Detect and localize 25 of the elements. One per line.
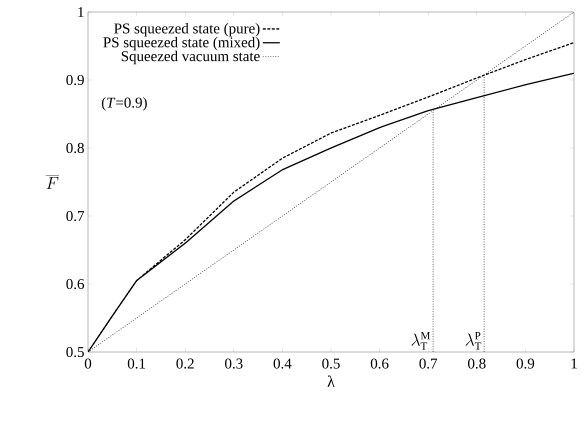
annotation: $\lambda_{\mathrm{T}}^{\mathrm{P}}$ — [466, 332, 482, 350]
x-tick-label: 0.3 — [225, 358, 243, 369]
legend-label: PS squeezed state (mixed) — [103, 36, 260, 50]
annotation: $\lambda_{\mathrm{T}}^{\mathrm{M}}$ — [412, 332, 430, 350]
annotation: (T=0.9) — [102, 97, 147, 111]
x-tick-label: 0.4 — [274, 358, 292, 369]
y-tick-label: 0.9 — [66, 74, 84, 86]
y-tick-label: 0.8 — [66, 142, 84, 154]
y-tick-label: 0.7 — [66, 210, 84, 222]
x-tick-label: 0.1 — [128, 358, 146, 369]
x-tick-label: 0.7 — [419, 358, 438, 369]
y-tick-label: 0.5 — [66, 346, 84, 358]
x-tick-label: 0.2 — [176, 358, 194, 369]
x-tick-label: 0 — [84, 358, 92, 369]
y-tick-label: 0.6 — [66, 278, 84, 290]
x-axis-title: λ — [328, 376, 335, 387]
x-tick-label: 0.9 — [516, 358, 534, 369]
y-tick-label: 1 — [78, 7, 84, 17]
x-tick-label: 0.6 — [370, 358, 388, 369]
x-tick-label: 0.8 — [468, 358, 486, 369]
x-tick-label: 1 — [572, 358, 577, 368]
legend-label: PS squeezed state (pure) — [114, 22, 260, 37]
x-tick-label: 0.5 — [322, 358, 340, 369]
y-axis-title: $\overline{F}$ — [46, 176, 59, 189]
legend-label: Squeezed vacuum state — [122, 50, 260, 64]
